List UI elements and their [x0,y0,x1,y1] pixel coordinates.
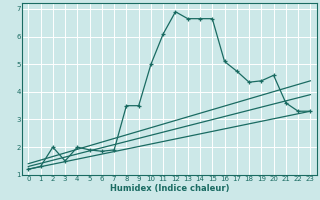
X-axis label: Humidex (Indice chaleur): Humidex (Indice chaleur) [109,184,229,193]
